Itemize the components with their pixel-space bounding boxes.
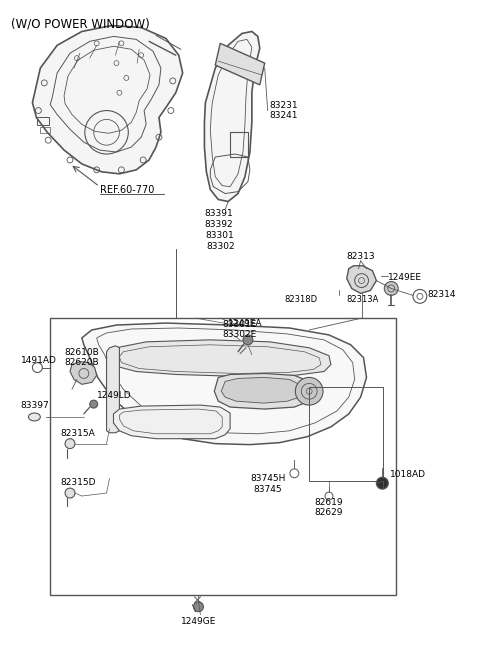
Circle shape <box>33 363 42 373</box>
Polygon shape <box>204 31 260 201</box>
Text: 83391
83392: 83391 83392 <box>204 209 233 229</box>
Polygon shape <box>221 377 304 403</box>
Text: 1249GE: 1249GE <box>181 617 216 626</box>
Circle shape <box>193 602 204 611</box>
Ellipse shape <box>28 413 40 421</box>
Text: 82315D: 82315D <box>60 478 96 487</box>
Polygon shape <box>107 346 120 433</box>
Text: 82619
82629: 82619 82629 <box>315 498 343 518</box>
Polygon shape <box>214 373 314 409</box>
Polygon shape <box>347 266 376 293</box>
Circle shape <box>384 281 398 295</box>
Text: 82313: 82313 <box>346 252 375 261</box>
Bar <box>309 387 384 482</box>
Text: 82314: 82314 <box>428 291 456 299</box>
Text: 83745H
83745: 83745H 83745 <box>250 474 286 494</box>
Bar <box>40 127 50 133</box>
Text: 83397: 83397 <box>21 401 49 410</box>
Text: 1249EA: 1249EA <box>228 319 262 328</box>
Text: 83231
83241: 83231 83241 <box>270 101 298 120</box>
Circle shape <box>376 478 388 489</box>
Circle shape <box>90 400 97 408</box>
Text: 82610B
82620B: 82610B 82620B <box>64 348 99 367</box>
Text: 1249LD: 1249LD <box>96 391 132 400</box>
Text: REF.60-770: REF.60-770 <box>100 185 154 195</box>
Text: 1018AD: 1018AD <box>390 470 426 480</box>
Circle shape <box>243 335 253 345</box>
Polygon shape <box>111 340 331 377</box>
Text: 83301E
83302E: 83301E 83302E <box>223 320 257 340</box>
Text: 82315A: 82315A <box>60 429 95 438</box>
Polygon shape <box>113 405 230 439</box>
Circle shape <box>295 377 323 405</box>
Text: 1249EE: 1249EE <box>388 273 422 281</box>
Circle shape <box>413 289 427 303</box>
Text: 83301
83302: 83301 83302 <box>206 231 235 251</box>
Text: 82318D: 82318D <box>284 295 317 304</box>
Polygon shape <box>70 361 96 384</box>
Text: 82313A: 82313A <box>347 295 379 304</box>
Bar <box>230 133 248 157</box>
Circle shape <box>65 488 75 498</box>
Text: (W/O POWER WINDOW): (W/O POWER WINDOW) <box>11 18 149 31</box>
Polygon shape <box>82 323 367 445</box>
Polygon shape <box>216 43 264 85</box>
Circle shape <box>65 439 75 449</box>
Text: 1491AD: 1491AD <box>21 356 57 365</box>
Bar <box>37 117 49 125</box>
Bar <box>50 318 396 595</box>
Polygon shape <box>33 26 183 174</box>
